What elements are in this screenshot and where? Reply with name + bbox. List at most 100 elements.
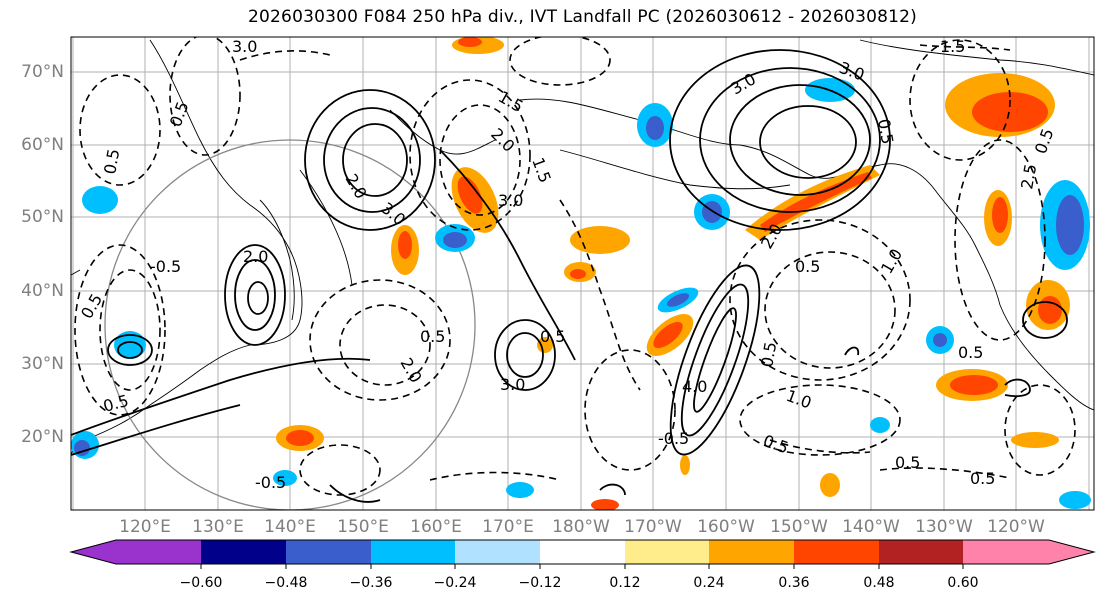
contour-label: -0.5 bbox=[255, 473, 286, 492]
shade-negative bbox=[646, 116, 664, 140]
colorbar-segment bbox=[201, 540, 286, 564]
colorbar-tick-label: −0.60 bbox=[179, 575, 223, 591]
colorbar-segment bbox=[963, 540, 1049, 564]
shade-positive bbox=[286, 430, 314, 446]
kuril-coastline bbox=[299, 169, 353, 286]
contour-label: 4.0 bbox=[682, 377, 707, 396]
dashed-contour bbox=[769, 439, 871, 454]
shade-positive bbox=[992, 197, 1008, 233]
contour-label: 3.0 bbox=[498, 191, 523, 210]
solid-contour bbox=[107, 334, 153, 366]
shade-positive bbox=[570, 226, 630, 254]
dashed-contour bbox=[409, 79, 531, 231]
contour-label: 0.5 bbox=[895, 453, 920, 472]
lon-label: 140°E bbox=[264, 517, 316, 537]
dashed-contour bbox=[339, 304, 431, 386]
lon-label: 120°E bbox=[119, 517, 171, 537]
solid-contour bbox=[304, 89, 436, 231]
dashed-contour bbox=[559, 199, 641, 391]
contour-label: 3.0 bbox=[500, 375, 525, 394]
solid-contour bbox=[759, 105, 857, 179]
contour-label: 0.5 bbox=[100, 147, 123, 175]
contour-label: 0.5 bbox=[420, 327, 445, 346]
lon-label: 160°E bbox=[410, 517, 462, 537]
colorbar-tick-label: −0.36 bbox=[349, 575, 393, 591]
dashed-contour bbox=[429, 471, 561, 481]
contour-label: 2.5 bbox=[1017, 162, 1040, 190]
solid-contour bbox=[669, 264, 761, 456]
contour-label: 2.0 bbox=[243, 247, 268, 266]
dashed-contour bbox=[309, 279, 451, 401]
dashed-contour bbox=[729, 219, 911, 381]
shade-positive bbox=[972, 92, 1048, 132]
solid-contour bbox=[844, 346, 860, 356]
dashed-contour bbox=[739, 384, 901, 456]
colorbar-tick-label: −0.48 bbox=[264, 575, 308, 591]
colorbar-under-extension bbox=[71, 540, 116, 564]
colorbar-over-extension bbox=[1049, 540, 1094, 564]
lat-label: 60°N bbox=[21, 135, 64, 155]
colorbar-segment bbox=[286, 540, 371, 564]
lon-label: 130°E bbox=[192, 517, 244, 537]
shade-negative bbox=[1056, 195, 1084, 255]
shade-positive bbox=[1011, 432, 1059, 448]
colorbar-outline bbox=[69, 539, 1096, 565]
shade-positive bbox=[1038, 296, 1062, 324]
colorbar bbox=[69, 539, 1096, 569]
dashed-contour bbox=[509, 37, 611, 86]
shade-positive bbox=[458, 37, 482, 47]
shade-positive bbox=[457, 176, 483, 214]
lon-label: 150°W bbox=[770, 517, 828, 537]
contour-label: 0.5 bbox=[795, 257, 820, 276]
shade-positive bbox=[537, 337, 553, 353]
shade-negative bbox=[443, 232, 467, 248]
solid-contour bbox=[494, 319, 556, 391]
colorbar-segment bbox=[371, 540, 455, 564]
lon-label: 170°E bbox=[482, 517, 534, 537]
lat-label: 20°N bbox=[21, 427, 64, 447]
lon-label: 150°E bbox=[337, 517, 389, 537]
na-west-coastline bbox=[999, 304, 1094, 411]
shade-negative bbox=[666, 293, 690, 307]
colorbar-segment bbox=[794, 540, 879, 564]
contour-label: 1.5 bbox=[940, 37, 965, 56]
colorbar-segment bbox=[625, 540, 709, 564]
shade-positive bbox=[570, 269, 586, 279]
shade-positive bbox=[820, 473, 840, 497]
solid-contour bbox=[234, 259, 276, 331]
solid-contour bbox=[117, 341, 143, 359]
coast-fragment bbox=[71, 269, 81, 276]
colorbar-tick-label: 0.36 bbox=[778, 575, 810, 591]
solid-contour bbox=[599, 483, 626, 496]
shade-negative bbox=[506, 482, 534, 498]
shaded-regions bbox=[71, 37, 1091, 510]
lon-label: 140°W bbox=[842, 517, 900, 537]
colorbar-segments bbox=[116, 540, 1049, 564]
dashed-contour bbox=[1004, 384, 1076, 476]
contour-label: -0.5 bbox=[150, 257, 181, 276]
shade-positive bbox=[760, 172, 872, 232]
shade-negative bbox=[933, 333, 947, 347]
colorbar-tick-label: 0.48 bbox=[863, 575, 895, 591]
colorbar-segment bbox=[455, 540, 540, 564]
shade-negative bbox=[870, 417, 890, 433]
dashed-contour bbox=[879, 467, 1011, 479]
dashed-contour bbox=[74, 244, 166, 416]
colorbar-segment bbox=[879, 540, 963, 564]
shade-positive bbox=[950, 375, 998, 395]
lon-label: 180°W bbox=[552, 517, 610, 537]
figure-title: 2026030300 F084 250 hPa div., IVT Landfa… bbox=[248, 7, 917, 27]
contour-label: 0.5 bbox=[958, 343, 983, 362]
dashed-contour bbox=[99, 269, 161, 391]
contour-label: 0.5 bbox=[540, 327, 565, 346]
asia-coastline bbox=[71, 39, 303, 456]
lon-label: 160°W bbox=[697, 517, 755, 537]
lon-label: 130°W bbox=[915, 517, 973, 537]
lat-label: 50°N bbox=[21, 207, 64, 227]
landfall-circle bbox=[104, 139, 476, 510]
solid-contour bbox=[699, 67, 881, 213]
shade-positive bbox=[591, 499, 619, 510]
shade-positive bbox=[653, 321, 683, 349]
solid-contour bbox=[729, 84, 871, 196]
